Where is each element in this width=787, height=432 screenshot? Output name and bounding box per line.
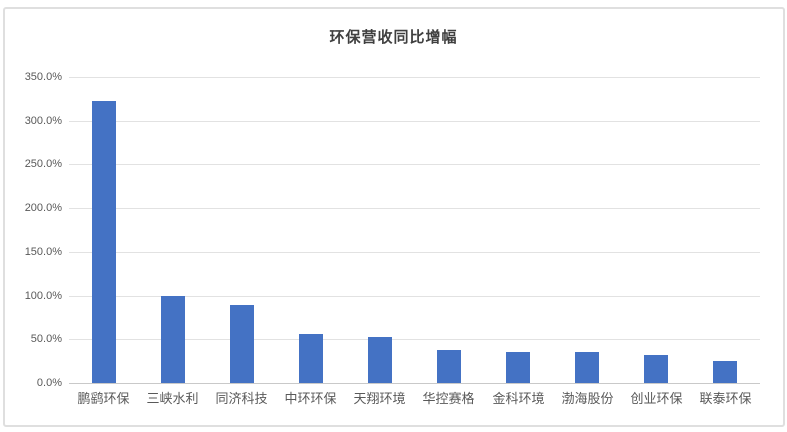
bar-天翔环境 bbox=[368, 337, 392, 383]
bar-渤海股份 bbox=[575, 352, 599, 383]
x-axis-category-label: 渤海股份 bbox=[561, 391, 614, 406]
gridline bbox=[69, 252, 760, 253]
gridline bbox=[69, 208, 760, 209]
x-axis-category-label: 创业环保 bbox=[630, 391, 683, 406]
bar-鹏鹞环保 bbox=[92, 101, 116, 383]
bar-三峡水利 bbox=[161, 296, 185, 383]
y-axis-tick-label: 250.0% bbox=[24, 158, 62, 170]
y-axis-tick-label: 300.0% bbox=[24, 115, 62, 127]
gridline bbox=[69, 296, 760, 297]
y-axis-tick-label: 150.0% bbox=[24, 246, 62, 258]
x-axis-category-label: 天翔环境 bbox=[353, 391, 406, 406]
gridline bbox=[69, 164, 760, 165]
y-axis-tick-label: 200.0% bbox=[24, 202, 62, 214]
x-axis-category-label: 金科环境 bbox=[492, 391, 545, 406]
x-axis-category-label: 三峡水利 bbox=[146, 391, 199, 406]
gridline bbox=[69, 339, 760, 340]
bar-同济科技 bbox=[230, 305, 254, 383]
bar-华控赛格 bbox=[437, 350, 461, 383]
bar-中环环保 bbox=[299, 334, 323, 383]
bar-金科环境 bbox=[506, 352, 530, 383]
x-axis-category-label: 中环环保 bbox=[284, 391, 337, 406]
y-axis-tick-label: 100.0% bbox=[24, 290, 62, 302]
x-axis-category-label: 鹏鹞环保 bbox=[77, 391, 130, 406]
y-axis-tick-label: 350.0% bbox=[24, 71, 62, 83]
x-axis-category-label: 华控赛格 bbox=[422, 391, 475, 406]
bar-联泰环保 bbox=[713, 361, 737, 383]
y-axis-tick-label: 0.0% bbox=[36, 377, 62, 389]
x-axis-category-label: 联泰环保 bbox=[699, 391, 752, 406]
x-axis-line bbox=[69, 383, 760, 384]
chart-title: 环保营收同比增幅 bbox=[329, 29, 458, 46]
y-axis-tick-label: 50.0% bbox=[30, 333, 62, 345]
gridline bbox=[69, 77, 760, 78]
gridline bbox=[69, 121, 760, 122]
bar-创业环保 bbox=[644, 355, 668, 383]
x-axis-category-label: 同济科技 bbox=[215, 391, 268, 406]
